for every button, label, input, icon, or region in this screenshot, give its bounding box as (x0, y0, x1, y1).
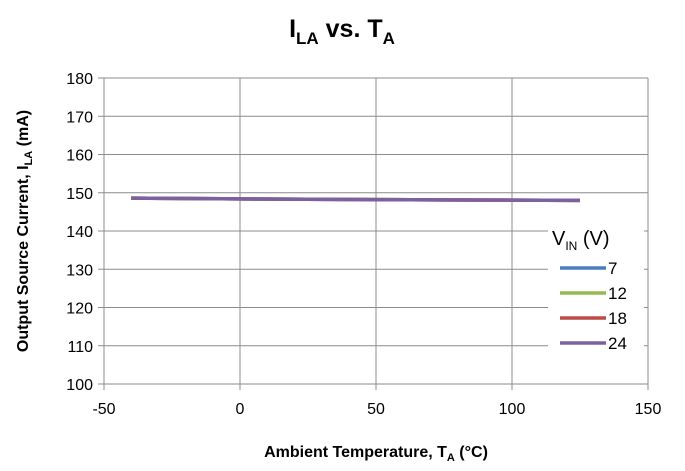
y-tick-label: 150 (66, 186, 93, 203)
y-tick-label: 180 (66, 71, 93, 88)
x-tick-label: 100 (499, 401, 526, 418)
chart-title-sub1: LA (296, 29, 319, 48)
series-line-24 (131, 196, 581, 203)
legend: VIN (V) 7 12 18 24 (548, 224, 644, 382)
x-axis-label: Ambient Temperature, TA (°C) (264, 444, 488, 464)
x-tick-label: 0 (236, 401, 245, 418)
x-tick-label: 150 (635, 401, 662, 418)
y-axis-label-sub: LA (23, 151, 35, 166)
legend-title-sub: IN (565, 239, 577, 253)
legend-label-18: 18 (608, 309, 627, 328)
y-tick-labels: 100 110 120 130 140 150 160 170 180 (66, 71, 93, 394)
y-tick-label: 110 (67, 339, 93, 356)
legend-box (548, 224, 644, 382)
chart-title: ILA vs. TA (289, 15, 395, 48)
x-tick-labels: -50 0 50 100 150 (92, 401, 661, 418)
y-tick-label: 130 (66, 262, 93, 279)
y-axis-label-tail: (mA) (15, 110, 32, 151)
legend-title: VIN (V) (552, 228, 610, 253)
series-layer (131, 196, 581, 203)
legend-title-tail: (V) (577, 228, 609, 250)
x-tick-label: 50 (367, 401, 385, 418)
chart-title-main: I (289, 15, 296, 43)
y-tick-label: 140 (66, 224, 93, 241)
y-tick-label: 100 (66, 377, 93, 394)
legend-label-12: 12 (608, 284, 627, 303)
x-tick-label: -50 (92, 401, 115, 418)
x-axis-label-tail: (°C) (455, 444, 488, 461)
chart-title-mid: vs. T (319, 15, 383, 43)
x-axis-label-main: Ambient Temperature, T (264, 444, 447, 461)
y-axis-label-main: Output Source Current, I (15, 165, 32, 352)
chart-title-sub2: A (383, 29, 395, 48)
y-axis-label: Output Source Current, ILA (mA) (15, 110, 35, 352)
y-tick-label: 120 (66, 301, 93, 318)
y-tick-label: 170 (66, 109, 93, 126)
legend-title-main: V (552, 228, 566, 250)
legend-items: 7 12 18 24 (560, 259, 627, 353)
x-axis-label-sub: A (447, 452, 455, 464)
legend-label-7: 7 (608, 259, 617, 278)
y-tick-label: 160 (66, 148, 93, 165)
legend-label-24: 24 (608, 334, 627, 353)
